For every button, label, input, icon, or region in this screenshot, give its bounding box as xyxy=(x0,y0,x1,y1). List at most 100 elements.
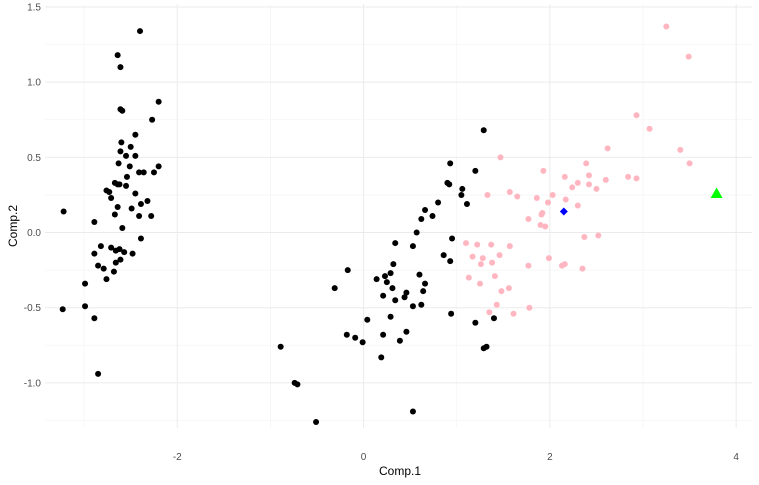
pink-point xyxy=(583,160,590,167)
black-point xyxy=(91,219,98,226)
grid-minor-lines xyxy=(45,4,752,428)
y-tick-label: -0.5 xyxy=(24,303,42,314)
x-tick-label: 0 xyxy=(361,452,367,463)
black-point xyxy=(449,235,456,242)
pink-point xyxy=(538,211,545,218)
pink-point xyxy=(525,216,532,223)
black-point xyxy=(118,139,125,146)
pink-point xyxy=(677,146,684,153)
y-axis-title: Comp.2 xyxy=(6,205,20,247)
black-point xyxy=(422,206,429,213)
black-point xyxy=(137,235,144,242)
black-point xyxy=(132,190,139,197)
black-point xyxy=(112,247,119,254)
pink-point xyxy=(561,173,568,180)
y-tick-label: -1.0 xyxy=(24,378,42,389)
pink-point xyxy=(477,280,484,287)
x-tick-label: 4 xyxy=(733,452,739,463)
black-point xyxy=(129,250,136,257)
pink-point xyxy=(465,274,472,281)
pink-point xyxy=(602,176,609,183)
black-point xyxy=(95,262,102,269)
black-point xyxy=(97,243,104,250)
pink-point xyxy=(646,125,653,132)
black-point xyxy=(458,191,465,198)
pink-point xyxy=(510,310,517,317)
y-tick-label: 0.0 xyxy=(27,228,41,239)
black-point xyxy=(463,200,470,207)
black-point xyxy=(294,381,301,388)
pink-point xyxy=(463,240,470,247)
black-point xyxy=(364,316,371,323)
pink-point xyxy=(595,232,602,239)
pink-point xyxy=(537,222,544,229)
black-point xyxy=(91,315,98,322)
data-points xyxy=(59,23,723,425)
black-point xyxy=(95,370,102,377)
black-point xyxy=(448,310,455,317)
black-point xyxy=(126,163,133,170)
black-point xyxy=(132,152,139,159)
black-point xyxy=(108,194,115,201)
pink-point xyxy=(540,167,547,174)
black-point xyxy=(331,285,338,292)
black-point xyxy=(409,303,416,310)
black-point xyxy=(403,328,410,335)
black-point xyxy=(392,297,399,304)
black-point xyxy=(111,211,118,218)
black-point xyxy=(132,131,139,138)
black-point xyxy=(422,280,429,287)
black-point xyxy=(409,408,416,415)
black-point xyxy=(149,116,156,123)
black-point xyxy=(137,28,144,35)
pink-point xyxy=(497,154,504,161)
pink-point xyxy=(514,193,521,200)
pink-point xyxy=(545,199,552,206)
y-tick-label: 1.0 xyxy=(27,78,41,89)
black-point xyxy=(59,306,66,313)
pink-point xyxy=(498,288,505,295)
pink-point xyxy=(491,273,498,280)
black-point xyxy=(150,169,157,176)
black-point xyxy=(115,160,122,167)
pink-point xyxy=(581,234,588,241)
black-point xyxy=(472,167,479,174)
pink-point xyxy=(469,253,476,260)
black-point xyxy=(148,213,155,219)
black-point xyxy=(381,273,388,280)
pink-point xyxy=(549,191,556,198)
black-point xyxy=(480,345,487,352)
black-point xyxy=(480,127,487,134)
pink-point xyxy=(489,259,496,266)
pink-point xyxy=(474,241,481,248)
black-point xyxy=(429,213,436,219)
pink-point xyxy=(505,285,512,292)
black-point xyxy=(409,243,416,250)
black-point xyxy=(352,334,359,341)
black-point xyxy=(418,216,425,223)
pink-point xyxy=(625,173,632,180)
pink-point xyxy=(585,181,592,188)
x-tick-label: 2 xyxy=(547,452,553,463)
pink-point xyxy=(506,188,513,195)
black-point xyxy=(137,200,144,207)
black-point xyxy=(490,315,497,322)
pink-point xyxy=(685,53,692,60)
pink-point xyxy=(574,202,581,209)
black-point xyxy=(392,240,399,247)
black-point xyxy=(418,301,425,308)
y-tick-labels: -1.0 -0.5 0.0 0.5 1.0 1.5 xyxy=(24,3,42,390)
black-point xyxy=(116,181,123,188)
black-point xyxy=(413,229,420,236)
black-point xyxy=(387,270,394,277)
black-point xyxy=(359,339,366,346)
y-tick-label: 1.5 xyxy=(27,3,41,14)
black-point xyxy=(396,337,403,344)
blue-diamond-point xyxy=(559,207,568,216)
black-point xyxy=(119,107,126,114)
x-axis-title: Comp.1 xyxy=(379,464,421,478)
black-point xyxy=(373,276,380,283)
black-point xyxy=(378,354,385,361)
pink-point xyxy=(525,262,532,269)
